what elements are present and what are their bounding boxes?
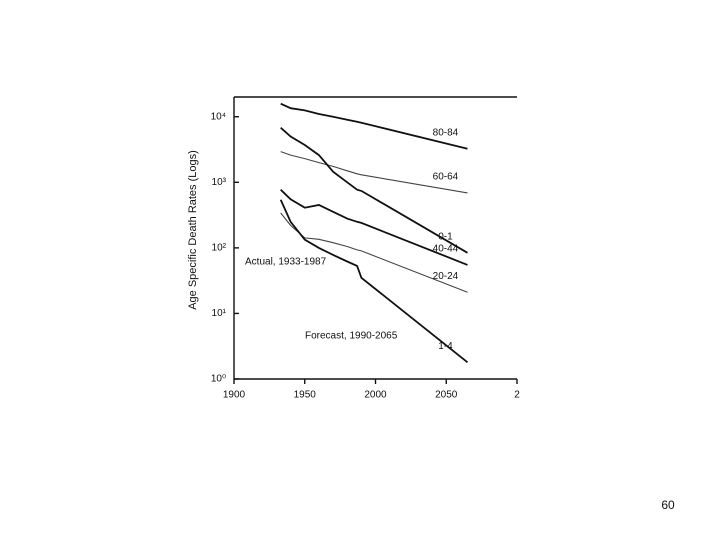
series-label: 0-1 [438,231,453,242]
y-axis-label: Age Specific Death Rates (Logs) [187,150,199,310]
x-tick-label: 1900 [223,390,246,401]
y-tick-label: 10³ [212,177,227,188]
series-line [280,189,468,266]
y-tick-label: 10⁰ [211,374,226,385]
x-tick-label: 2000 [364,390,387,401]
series-label: 60-64 [433,172,459,183]
page-number: 60 [661,498,675,512]
series-label: 1-4 [438,341,453,352]
x-tick-label: 2050 [435,390,458,401]
series-line [280,151,468,194]
annotation: Actual, 1933-1987 [245,257,327,268]
series-line [280,102,468,150]
series-line [280,127,468,254]
series-label: 40-44 [433,244,459,255]
x-tick-label: 1950 [294,390,317,401]
series-label: 20-24 [433,271,459,282]
y-tick-label: 10² [212,243,227,254]
series-line [280,212,468,293]
y-tick-label: 10⁴ [211,111,226,122]
series-line [279,199,469,364]
y-tick-label: 10¹ [212,308,227,319]
series-label: 80-84 [433,127,459,138]
annotation: Forecast, 1990-2065 [305,331,398,342]
x-tick-label: 2 [514,390,520,401]
